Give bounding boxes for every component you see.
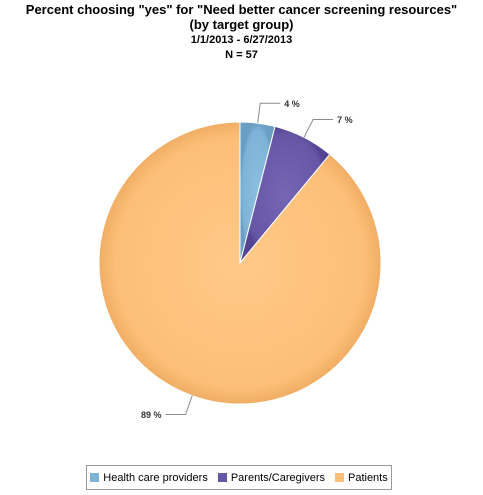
- chart-titles: Percent choosing "yes" for "Need better …: [0, 2, 483, 62]
- leader-line: [303, 119, 334, 138]
- pie-slice-patients[interactable]: [98, 121, 382, 405]
- data-label: 89 %: [141, 410, 162, 420]
- legend-swatch: [217, 473, 227, 482]
- leader-line: [165, 395, 193, 415]
- data-label: 4 %: [284, 99, 300, 109]
- chart-title: Percent choosing "yes" for "Need better …: [25, 2, 458, 32]
- chart-legend: Health care providers Parents/Caregivers…: [86, 465, 392, 490]
- legend-item-health-care-providers[interactable]: Health care providers: [90, 472, 208, 484]
- pie-data-labels: 4 % 7 % 89 %: [141, 99, 353, 420]
- legend-item-patients[interactable]: Patients: [334, 471, 388, 484]
- legend-swatch: [334, 473, 344, 482]
- legend-label: Parents/Caregivers: [230, 471, 325, 484]
- pie-slices: [98, 121, 382, 405]
- data-label: 7 %: [337, 115, 353, 125]
- leader-line: [257, 102, 281, 124]
- legend-item-parents-caregivers[interactable]: Parents/Caregivers: [217, 471, 325, 484]
- legend-label: Health care providers: [103, 471, 208, 484]
- legend-label: Patients: [347, 471, 388, 484]
- chart-date-range: 1/1/2013 - 6/27/2013: [190, 34, 293, 46]
- pie-leader-lines: [165, 102, 334, 415]
- chart-sample-size: N = 57: [225, 49, 258, 61]
- legend-swatch: [90, 473, 100, 482]
